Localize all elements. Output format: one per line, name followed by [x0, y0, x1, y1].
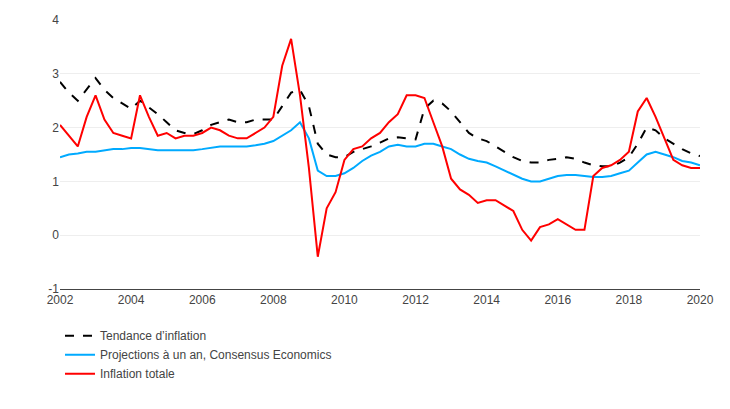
- svg-text:2018: 2018: [616, 293, 643, 307]
- svg-text:2012: 2012: [402, 293, 429, 307]
- svg-text:2004: 2004: [118, 293, 145, 307]
- svg-text:2016: 2016: [544, 293, 571, 307]
- svg-text:2020: 2020: [687, 293, 714, 307]
- svg-text:Inflation totale: Inflation totale: [100, 367, 175, 381]
- svg-text:2002: 2002: [47, 293, 74, 307]
- svg-text:4: 4: [52, 13, 59, 27]
- svg-text:0: 0: [52, 228, 59, 242]
- svg-text:3: 3: [52, 67, 59, 81]
- svg-text:2008: 2008: [260, 293, 287, 307]
- svg-text:-1: -1: [48, 282, 59, 296]
- svg-text:2010: 2010: [331, 293, 358, 307]
- svg-text:Projections à un an, Consensus: Projections à un an, Consensus Economics: [100, 348, 331, 362]
- svg-text:2: 2: [52, 121, 59, 135]
- svg-text:2006: 2006: [189, 293, 216, 307]
- svg-text:1: 1: [52, 175, 59, 189]
- svg-text:2014: 2014: [473, 293, 500, 307]
- svg-text:Tendance d’inflation: Tendance d’inflation: [100, 329, 206, 343]
